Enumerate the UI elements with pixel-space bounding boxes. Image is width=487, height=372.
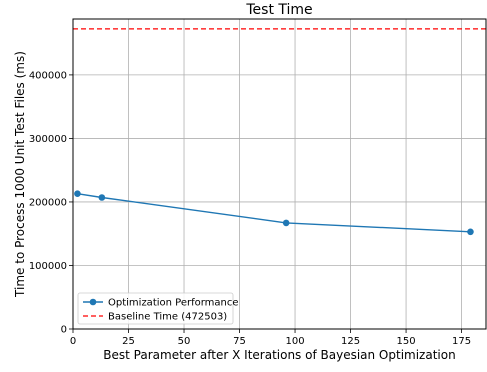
tick-layer: 0 25 50 75 100 125 150 175 0 100000 200000 300000 40… [29, 70, 471, 347]
series-line [77, 193, 471, 233]
x-tick-label: 125 [341, 336, 360, 347]
legend-box [77, 292, 234, 325]
x-tick-label: 0 [70, 336, 76, 347]
y-tick-label: 400000 [29, 70, 67, 81]
plot-frame [72, 18, 487, 330]
data-point [74, 190, 81, 197]
legend-label: Baseline Time (472503) [108, 312, 227, 323]
y-tick-label: 0 [61, 325, 67, 336]
legend-label: Optimization Performance [108, 298, 239, 309]
legend-swatch-marker [89, 298, 97, 306]
x-tick-label: 75 [233, 336, 246, 347]
grid-layer [72, 19, 486, 330]
y-tick-label: 100000 [29, 261, 67, 272]
legend: Optimization Performance Baseline Time (4… [77, 292, 239, 325]
data-point [98, 194, 106, 201]
y-tick-label: 200000 [29, 197, 67, 208]
x-tick-label: 100 [285, 336, 304, 347]
x-tick-label: 150 [397, 336, 416, 347]
x-axis-label: Best Parameter after X Iterations of Bay… [103, 348, 455, 362]
y-axis-label: Time to Process 1000 Unit Test Files (ms… [13, 51, 27, 298]
x-tick-label: 175 [452, 336, 471, 347]
y-tick-label: 300000 [29, 134, 67, 145]
x-tick-label: 50 [178, 336, 191, 347]
data-point [282, 219, 290, 227]
chart-title: Test Time [245, 2, 312, 18]
series-layer [73, 28, 486, 236]
x-tick-label: 25 [122, 336, 135, 347]
data-point [467, 228, 474, 236]
